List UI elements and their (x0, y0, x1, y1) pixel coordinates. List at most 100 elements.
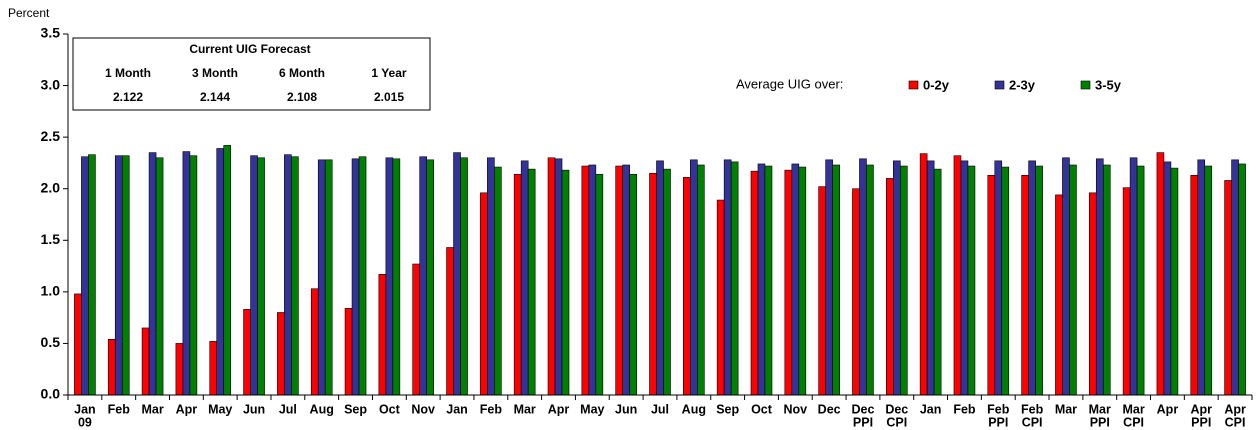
bar (1062, 157, 1070, 396)
bar (358, 156, 367, 396)
bar (494, 166, 502, 396)
x-tick-sublabel: PPI (1090, 415, 1110, 429)
x-tick-label: Feb (987, 402, 1010, 416)
x-tick-label: Feb (1021, 402, 1044, 416)
bar (460, 157, 468, 396)
x-tick-sublabel: PPI (1191, 415, 1211, 429)
y-tick-label: 0.0 (41, 386, 61, 402)
bar (310, 288, 319, 396)
bar (716, 199, 725, 396)
bar (378, 274, 387, 396)
x-tick-label: Oct (379, 402, 401, 416)
x-tick-label: Feb (480, 402, 503, 416)
x-tick-sublabel: 09 (78, 415, 92, 429)
x-tick-label: Dec (885, 402, 908, 416)
bar (554, 158, 563, 396)
bar (175, 343, 184, 396)
bar (520, 160, 529, 396)
bar (1028, 160, 1036, 396)
bar (284, 154, 292, 396)
legend-label: 2-3y (1009, 77, 1036, 92)
bar (953, 155, 962, 396)
y-tick-label: 2.0 (41, 179, 61, 195)
bar (1001, 166, 1010, 396)
bar (1197, 159, 1206, 396)
bar (987, 175, 996, 396)
bar (926, 160, 935, 396)
bar (88, 154, 96, 396)
y-tick-label: 3.0 (41, 76, 61, 92)
x-tick-label: Mar (1122, 402, 1144, 416)
bar (141, 327, 150, 396)
bar (317, 159, 326, 396)
x-tick-label: Mar (1055, 402, 1077, 416)
bar (419, 156, 428, 396)
x-tick-label: Apr (1224, 402, 1246, 416)
x-tick-label: Nov (784, 402, 808, 416)
x-tick-label: Dec (818, 402, 841, 416)
x-tick-label: Jan (74, 402, 96, 416)
bar (1035, 165, 1043, 396)
x-tick-sublabel: PPI (853, 415, 873, 429)
bar (1088, 192, 1097, 396)
bar (1224, 180, 1232, 396)
bar (351, 158, 360, 396)
bar (933, 168, 942, 396)
x-tick-label: Apr (1190, 402, 1212, 416)
x-tick-label: Mar (141, 402, 163, 416)
forecast-value: 2.108 (287, 90, 317, 104)
bar (784, 169, 793, 396)
forecast-box (72, 37, 431, 111)
bar (487, 157, 495, 396)
forecast-header: 3 Month (192, 66, 238, 80)
x-tick-label: Nov (411, 402, 435, 416)
x-tick-sublabel: CPI (1225, 415, 1246, 429)
x-tick-label: Jul (279, 402, 297, 416)
bar (1163, 161, 1172, 396)
bar (885, 178, 894, 396)
bar (216, 148, 225, 396)
bar (250, 155, 258, 396)
bar (832, 164, 840, 396)
bar (1095, 158, 1104, 396)
bar (513, 173, 522, 396)
bar (324, 159, 333, 396)
bar (994, 160, 1003, 396)
bar (960, 160, 969, 396)
bar (852, 188, 860, 396)
bar (683, 177, 691, 396)
x-tick-label: Aug (310, 402, 334, 416)
bar (182, 151, 191, 396)
bar (81, 156, 89, 396)
bar (595, 173, 604, 396)
x-tick-label: Mar (1089, 402, 1111, 416)
bar (723, 159, 732, 396)
bar (453, 152, 461, 396)
x-tick-label: Apr (548, 402, 570, 416)
bar (385, 157, 394, 396)
bar (243, 309, 251, 396)
forecast-header: 1 Year (371, 66, 406, 80)
bar (121, 155, 130, 396)
x-tick-sublabel: CPI (1123, 415, 1144, 429)
bar (1190, 175, 1199, 396)
bar (446, 247, 454, 396)
bar (344, 308, 353, 396)
x-tick-label: Jun (243, 402, 265, 416)
x-tick-label: Apr (176, 402, 198, 416)
bar (629, 173, 637, 396)
bar (291, 156, 299, 396)
bar (690, 159, 698, 396)
y-tick-label: 3.5 (41, 25, 61, 41)
x-tick-label: Jan (446, 402, 468, 416)
bar (764, 165, 773, 396)
legend-swatch (1080, 80, 1091, 90)
forecast-value: 2.122 (113, 90, 143, 104)
forecast-header: 1 Month (105, 66, 151, 80)
legend-label: 0-2y (923, 77, 950, 92)
bar (114, 155, 123, 396)
bar (798, 166, 807, 396)
x-tick-label: Sep (716, 402, 739, 416)
x-tick-label: Jul (651, 402, 669, 416)
